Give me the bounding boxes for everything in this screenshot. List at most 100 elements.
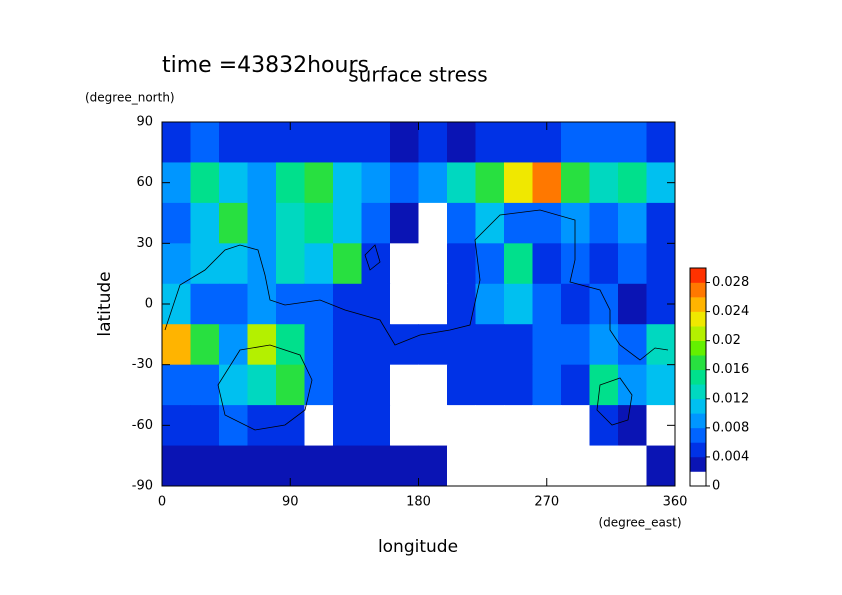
field-cell: [418, 445, 448, 487]
field-cell: [447, 243, 476, 285]
field-cell: [646, 364, 676, 406]
field-cell: [561, 202, 590, 244]
field-cell: [162, 364, 191, 406]
colorbar-swatch: [690, 340, 706, 356]
coastlines: [164, 209, 669, 431]
field-cell: [390, 243, 419, 285]
field-cell: [333, 283, 362, 325]
field-cell: [304, 122, 334, 163]
colorbar-swatch: [690, 311, 706, 327]
field-cell: [646, 122, 676, 163]
field-cell: [618, 445, 647, 487]
x-tick-label: 270: [534, 495, 559, 510]
field-cell: [504, 162, 533, 204]
field-cell: [219, 364, 248, 406]
field-cell: [646, 445, 676, 487]
field-cell: [304, 445, 334, 487]
field-cell: [504, 324, 533, 366]
field-cell: [475, 202, 505, 244]
field-cell: [304, 202, 334, 244]
colorbar-swatch: [690, 268, 706, 283]
field-cell: [361, 243, 391, 285]
field-cell: [247, 162, 277, 204]
field-cell: [504, 445, 533, 487]
field-cell: [162, 324, 191, 366]
field-cell: [618, 364, 647, 406]
x-tick-label: 360: [663, 495, 688, 510]
field-cell: [447, 445, 476, 487]
field-cell: [190, 162, 220, 204]
field-cell: [190, 445, 220, 487]
colorbar-label: 0.024: [712, 304, 749, 319]
field-cell: [190, 283, 220, 325]
field-cell: [561, 162, 590, 204]
y-tick-label: 0: [145, 297, 153, 312]
field-cell: [618, 324, 647, 366]
field-cell: [190, 202, 220, 244]
field-cell: [390, 324, 419, 366]
field-cell: [589, 202, 619, 244]
field-cell: [589, 283, 619, 325]
field-cell: [561, 283, 590, 325]
field-cell: [532, 324, 562, 366]
field-cell: [418, 405, 448, 447]
field-cell: [219, 445, 248, 487]
field-cell: [361, 324, 391, 366]
field-cell: [447, 405, 476, 447]
x-tick-label: 180: [406, 495, 431, 510]
field-cell: [390, 364, 419, 406]
field-cell: [532, 202, 562, 244]
field-cell: [504, 364, 533, 406]
y-tick-label: -90: [132, 479, 153, 494]
y-tick-label: 90: [136, 115, 153, 130]
field-cell: [219, 405, 248, 447]
y-axis-label: latitude: [95, 271, 115, 336]
field-cell: [504, 122, 533, 163]
colorbar-label: 0.004: [712, 449, 749, 464]
field-cell: [589, 445, 619, 487]
field-cell: [589, 324, 619, 366]
field-cell: [561, 445, 590, 487]
field-cell: [361, 162, 391, 204]
field-cell: [475, 162, 505, 204]
field-cell: [589, 122, 619, 163]
field-cell: [276, 324, 305, 366]
field-cell: [190, 122, 220, 163]
field: [162, 122, 676, 487]
field-cell: [447, 122, 476, 163]
field-cell: [190, 405, 220, 447]
x-tick-label: 0: [158, 495, 166, 510]
colorbar-swatch: [690, 413, 706, 429]
field-cell: [333, 445, 362, 487]
field-cell: [304, 243, 334, 285]
x-tick-label: 90: [282, 495, 299, 510]
field-cell: [304, 283, 334, 325]
field-cell: [390, 122, 419, 163]
field-cell: [247, 202, 277, 244]
field-cell: [532, 243, 562, 285]
colorbar-swatch: [690, 326, 706, 341]
field-cell: [276, 162, 305, 204]
x-axis-label: longitude: [378, 537, 458, 557]
field-cell: [361, 122, 391, 163]
y-tick-label: -30: [132, 357, 153, 372]
field-cell: [333, 364, 362, 406]
field-cell: [247, 122, 277, 163]
field-cell: [304, 162, 334, 204]
colorbar-swatch: [690, 471, 706, 487]
field-cell: [304, 324, 334, 366]
colorbar-swatch: [690, 355, 706, 371]
field-cell: [219, 122, 248, 163]
field-cell: [190, 243, 220, 285]
field-cell: [504, 243, 533, 285]
field-cell: [618, 283, 647, 325]
field-cell: [333, 162, 362, 204]
field-cell: [162, 243, 191, 285]
field-cell: [361, 364, 391, 406]
field-cell: [561, 324, 590, 366]
colorbar-label: 0.016: [712, 362, 749, 377]
field-cell: [504, 202, 533, 244]
field-cell: [504, 405, 533, 447]
field-cell: [418, 324, 448, 366]
field-cell: [247, 405, 277, 447]
